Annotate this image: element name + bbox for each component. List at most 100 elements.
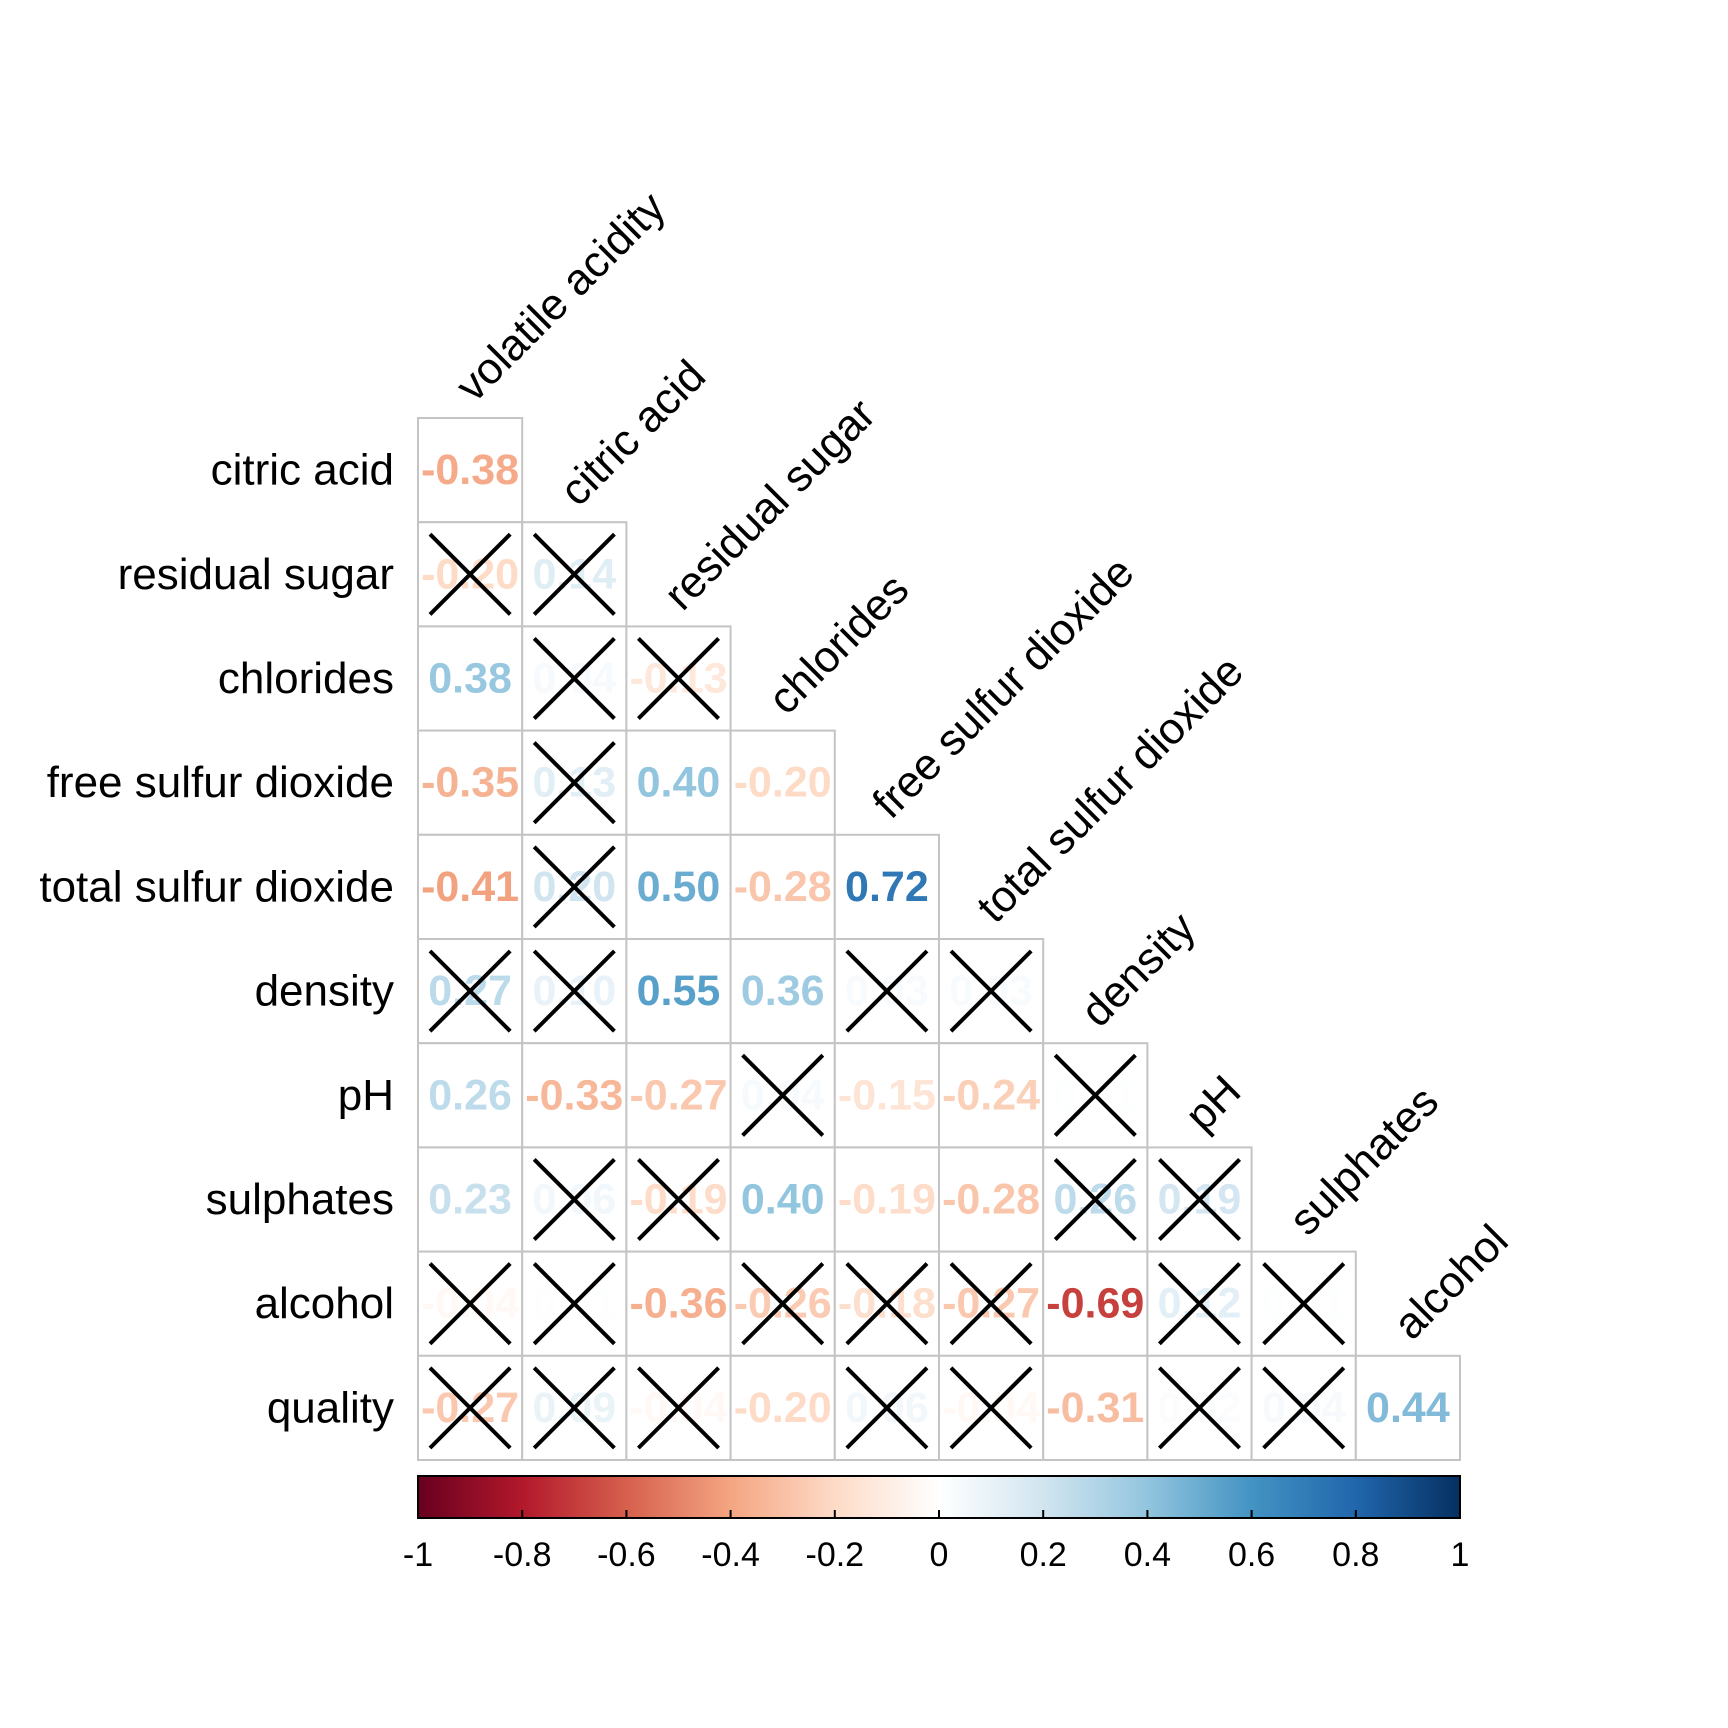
insignificant-cross-mark xyxy=(532,741,616,825)
cell-border xyxy=(625,1042,732,1149)
cell-border xyxy=(729,1354,836,1462)
cell-value: -0.20 xyxy=(734,759,832,807)
insignificant-cross-mark xyxy=(1262,1366,1346,1450)
colorbar-tick-label: -0.6 xyxy=(597,1536,656,1574)
colorbar-tick-label: -1 xyxy=(403,1536,433,1574)
insignificant-cross-mark xyxy=(532,949,616,1033)
insignificant-cross-mark xyxy=(1157,1157,1242,1242)
insignificant-cross-mark xyxy=(1157,1366,1242,1450)
row-label: free sulfur dioxide xyxy=(47,758,394,807)
matrix-cell: 0.10 xyxy=(521,938,628,1045)
row-label: pH xyxy=(338,1071,394,1120)
row-label: density xyxy=(255,967,394,1016)
cell-border xyxy=(729,1146,836,1253)
matrix-cell: -0.04 xyxy=(938,1354,1045,1462)
matrix-cell: 0.04 xyxy=(729,1042,836,1149)
insignificant-cross-mark xyxy=(532,636,616,721)
matrix-cell: 0.01 xyxy=(1250,1250,1357,1357)
cell-border xyxy=(938,1146,1045,1253)
insignificant-cross-mark xyxy=(428,1366,512,1450)
insignificant-cross-mark xyxy=(741,1262,825,1346)
cell-border xyxy=(417,417,524,524)
column-label: sulphates xyxy=(1280,1077,1448,1245)
cell-border xyxy=(1042,1354,1149,1462)
cell-value: -0.20 xyxy=(734,1384,832,1432)
cell-value: -0.28 xyxy=(942,1176,1040,1224)
matrix-cell: -0.36 xyxy=(625,1250,732,1357)
matrix-cell: 0.06 xyxy=(833,1354,940,1462)
matrix-cell: 0.04 xyxy=(521,625,628,732)
row-labels: citric acid residual sugar chlorides free s… xyxy=(39,446,394,1433)
matrix-cell: -0.28 xyxy=(938,1146,1045,1253)
matrix-cell: -0.28 xyxy=(729,833,836,940)
colorbar-tick-label: 0 xyxy=(930,1536,949,1574)
cell-border xyxy=(833,1146,940,1253)
cell-border xyxy=(833,1042,940,1149)
cell-value: -0.15 xyxy=(838,1071,936,1119)
insignificant-cross-mark xyxy=(1053,1157,1137,1242)
matrix-cell: 0.01 xyxy=(1042,1042,1149,1149)
row-label: chlorides xyxy=(218,654,394,703)
matrix-cell: -0.41 xyxy=(417,833,524,940)
matrix-cell: -0.38 xyxy=(417,417,524,524)
insignificant-cross-mark xyxy=(845,1262,929,1346)
matrix-cell: -0.13 xyxy=(625,625,732,732)
cell-value: 0.72 xyxy=(845,863,929,911)
insignificant-cross-mark xyxy=(532,1366,616,1450)
insignificant-cross-mark xyxy=(636,1366,721,1450)
matrix-cell: -0.35 xyxy=(417,729,524,836)
matrix-cell: -0.04 xyxy=(417,1250,524,1357)
cell-value: 0.40 xyxy=(637,759,721,807)
insignificant-cross-mark xyxy=(532,1157,616,1242)
cell-value: 0.26 xyxy=(428,1071,512,1119)
column-label: residual sugar xyxy=(655,389,885,619)
cell-value: 0.55 xyxy=(637,967,721,1015)
insignificant-cross-mark xyxy=(949,1366,1033,1450)
matrix-cell: 0.40 xyxy=(625,729,732,836)
colorbar-tick-label: -0.4 xyxy=(701,1536,760,1574)
matrix-cell: -0.19 xyxy=(833,1146,940,1253)
insignificant-cross-mark xyxy=(1053,1053,1137,1137)
matrix-cell: 0.20 xyxy=(521,833,628,940)
cell-border xyxy=(625,938,732,1045)
insignificant-cross-mark xyxy=(845,1366,929,1450)
matrix-cell: -0.27 xyxy=(938,1250,1045,1357)
cell-value: -0.38 xyxy=(421,446,519,494)
row-label: citric acid xyxy=(211,446,394,495)
matrix-cell: 0.04 xyxy=(1250,1354,1357,1462)
insignificant-cross-mark xyxy=(532,1262,616,1346)
matrix-cell: 0.06 xyxy=(521,1146,628,1253)
matrix-cell: 0.12 xyxy=(1146,1250,1253,1357)
insignificant-cross-mark xyxy=(1262,1262,1346,1346)
cell-value: -0.41 xyxy=(421,863,519,911)
insignificant-cross-mark xyxy=(845,949,929,1033)
insignificant-cross-mark xyxy=(428,1262,512,1346)
matrix-cell: 0.19 xyxy=(1146,1146,1253,1253)
matrix-cell: -0.20 xyxy=(417,521,524,628)
colorbar-tick-label: 0.2 xyxy=(1020,1536,1067,1574)
cell-value: 0.44 xyxy=(1366,1384,1450,1432)
matrix-cell: -0.69 xyxy=(1042,1250,1149,1357)
insignificant-cross-mark xyxy=(532,845,616,929)
cell-value: 0.36 xyxy=(741,967,825,1015)
matrix-cell: -0.24 xyxy=(938,1042,1045,1149)
insignificant-cross-mark xyxy=(636,636,721,721)
matrix-cell: 0.72 xyxy=(833,833,940,940)
matrix-cells: -0.38-0.200.140.380.04-0.13-0.350.130.40… xyxy=(417,417,1462,1462)
cell-value: -0.27 xyxy=(629,1071,727,1119)
cell-value: -0.24 xyxy=(942,1071,1040,1119)
cell-border xyxy=(625,729,732,836)
insignificant-cross-mark xyxy=(428,949,512,1033)
cell-value: -0.33 xyxy=(525,1071,623,1119)
cell-value: -0.36 xyxy=(629,1280,727,1328)
matrix-cell: -0.04 xyxy=(625,1354,732,1462)
matrix-cell: 0.01 xyxy=(521,1250,628,1357)
column-label: chlorides xyxy=(759,565,918,724)
row-label: sulphates xyxy=(206,1175,394,1224)
cell-border xyxy=(1042,1250,1149,1357)
cell-value: 0.40 xyxy=(741,1176,825,1224)
cell-border xyxy=(625,1250,732,1357)
cell-value: 0.23 xyxy=(428,1176,512,1224)
cell-value: 0.50 xyxy=(637,863,721,911)
cell-border xyxy=(938,1042,1045,1149)
